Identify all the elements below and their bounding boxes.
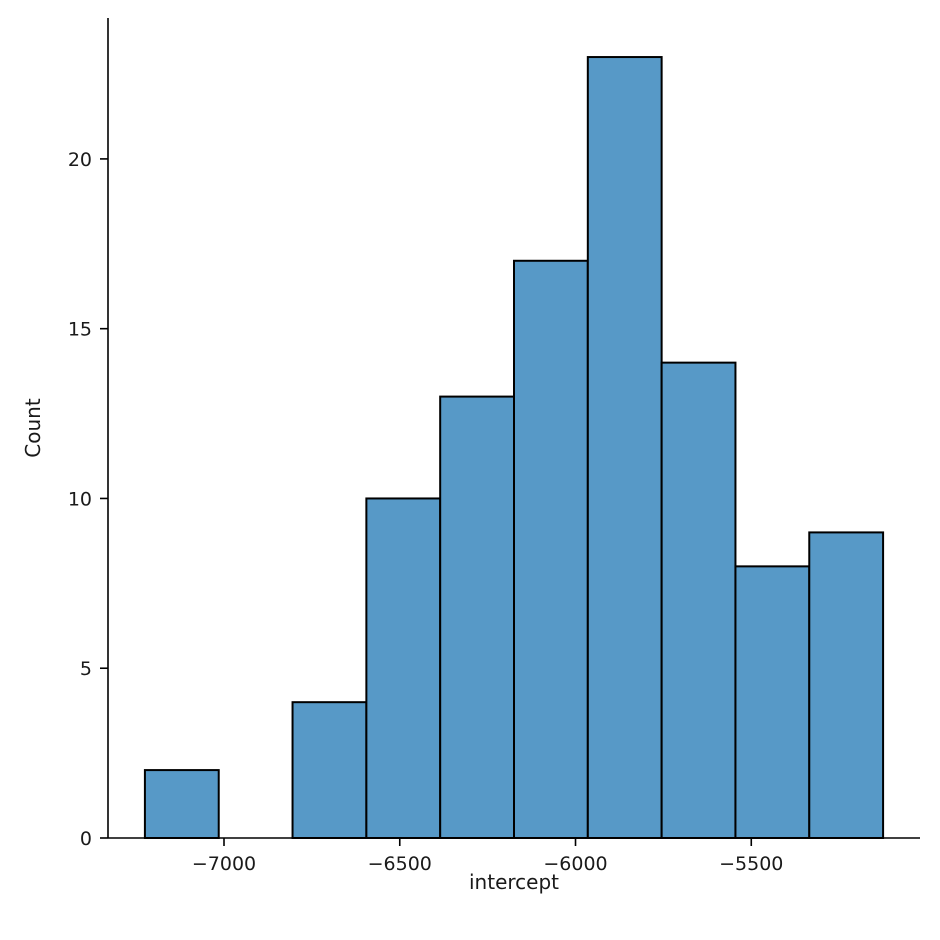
histogram-bar-0 xyxy=(143,769,220,840)
x-tick-label: −7000 xyxy=(192,853,256,875)
x-tick-label: −6500 xyxy=(368,853,432,875)
y-tick-label: 15 xyxy=(68,319,92,341)
histogram-bar-2 xyxy=(291,701,368,839)
histogram-bar-5 xyxy=(513,259,589,839)
x-tick-label: −5500 xyxy=(719,853,783,875)
y-tick-label: 5 xyxy=(80,658,92,680)
histogram-bar-9 xyxy=(808,531,885,839)
bars-group xyxy=(143,56,885,840)
y-axis-ticks: 0 5 10 15 20 xyxy=(68,149,108,850)
y-tick-label: 20 xyxy=(68,149,92,171)
histogram-bar-6 xyxy=(586,56,663,840)
y-tick-label: 0 xyxy=(80,828,92,850)
histogram-bar-7 xyxy=(660,361,737,839)
x-axis-ticks: −7000 −6500 −6000 −5500 xyxy=(192,838,783,875)
x-axis-title: intercept xyxy=(469,870,559,894)
y-axis-title: Count xyxy=(21,398,45,458)
y-tick-label: 10 xyxy=(68,488,92,510)
x-tick-label: −6000 xyxy=(543,853,607,875)
histogram-bar-4 xyxy=(439,395,516,839)
histogram-bar-8 xyxy=(734,565,811,839)
histogram-bar-3 xyxy=(365,497,442,839)
